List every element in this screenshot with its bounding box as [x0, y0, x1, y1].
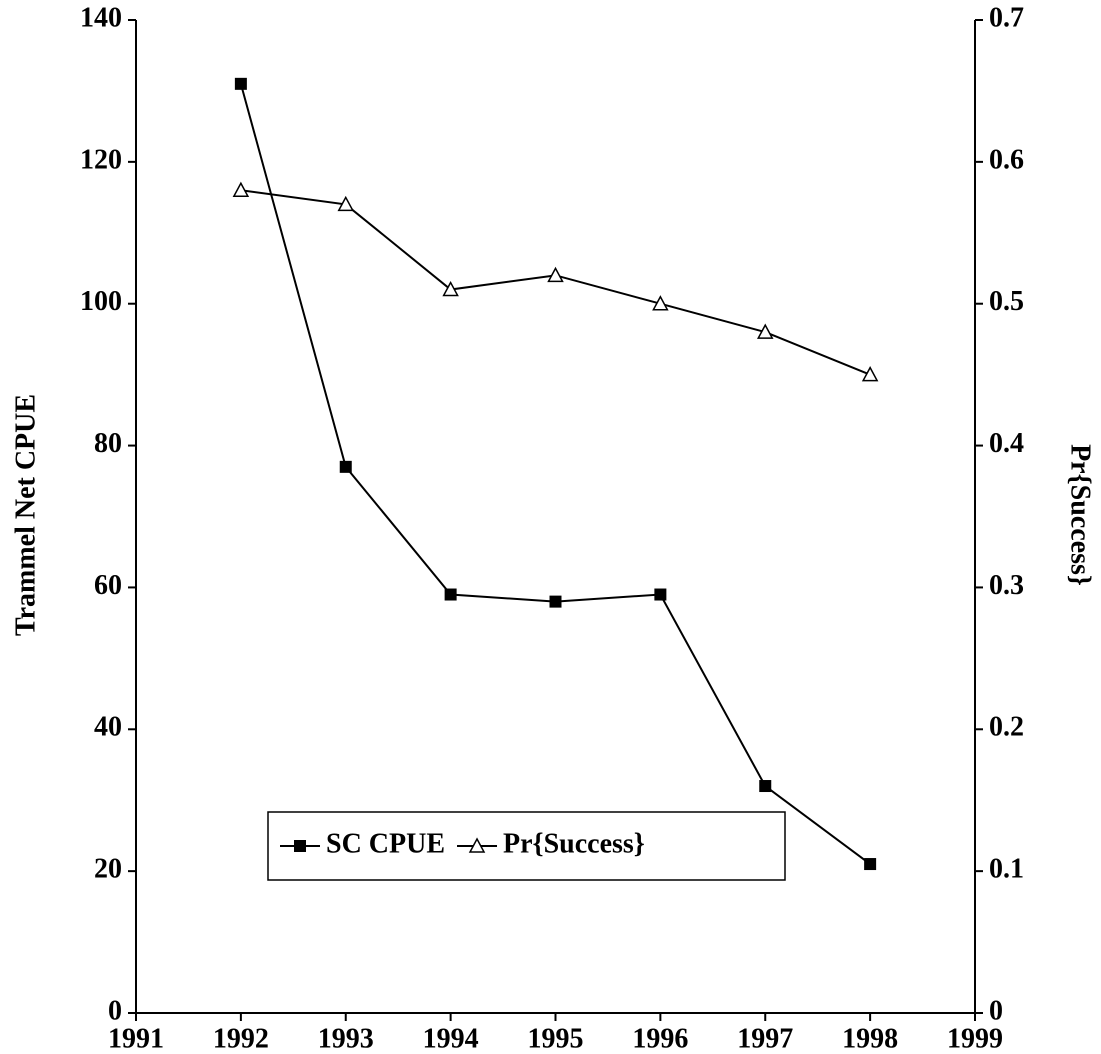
x-tick-label: 1997 — [737, 1023, 793, 1054]
x-tick-label: 1998 — [842, 1023, 898, 1054]
marker — [652, 295, 669, 311]
y-tick-label: 80 — [94, 428, 122, 459]
y-tick-label: 120 — [80, 144, 122, 175]
y2-axis-label: Pr{Success} — [1065, 444, 1096, 586]
y2-tick-label: 0.2 — [989, 712, 1024, 743]
y-tick-label: 40 — [94, 712, 122, 743]
legend-marker — [294, 840, 306, 852]
marker — [861, 366, 879, 382]
series-line — [240, 189, 871, 376]
x-tick-label: 1994 — [423, 1023, 479, 1054]
marker — [442, 280, 459, 297]
y2-tick-label: 0.4 — [989, 428, 1024, 459]
marker — [444, 588, 457, 601]
y2-tick-label: 0.5 — [989, 286, 1024, 317]
legend-label: Pr{Success} — [503, 828, 645, 859]
x-tick-label: 1996 — [632, 1023, 688, 1054]
marker — [864, 858, 877, 871]
x-tick-label: 1991 — [108, 1023, 164, 1054]
marker — [547, 266, 564, 283]
y2-tick-label: 0.6 — [989, 144, 1024, 175]
marker — [759, 780, 772, 793]
y-axis-label: Trammel Net CPUE — [10, 394, 41, 636]
marker — [232, 181, 250, 197]
marker — [339, 460, 352, 473]
marker — [337, 195, 355, 212]
y2-tick-label: 0.7 — [989, 2, 1024, 33]
y2-tick-label: 0 — [989, 995, 1003, 1026]
marker — [234, 77, 247, 90]
series-line — [239, 83, 871, 865]
y-tick-label: 20 — [94, 854, 122, 885]
y-tick-label: 100 — [80, 286, 122, 317]
y-tick-label: 0 — [108, 995, 122, 1026]
marker — [549, 595, 562, 608]
marker — [654, 588, 667, 601]
legend-label: SC CPUE — [326, 828, 445, 859]
y2-tick-label: 0.1 — [989, 854, 1024, 885]
x-tick-label: 1993 — [318, 1023, 374, 1054]
y-tick-label: 60 — [94, 570, 122, 601]
x-tick-label: 1995 — [528, 1023, 584, 1054]
x-tick-label: 1999 — [947, 1023, 1003, 1054]
marker — [756, 323, 774, 339]
y2-tick-label: 0.3 — [989, 570, 1024, 601]
legend-box — [267, 811, 786, 881]
legend-marker — [468, 837, 486, 853]
legend: SC CPUE Pr{Success} — [267, 811, 786, 881]
x-tick-label: 1992 — [213, 1023, 269, 1054]
y-tick-label: 140 — [80, 2, 122, 33]
